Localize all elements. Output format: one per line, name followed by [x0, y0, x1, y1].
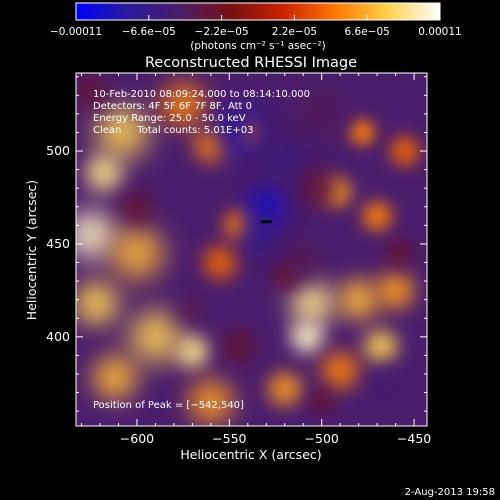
- heatmap-feature: [188, 379, 234, 425]
- heatmap-feature: [96, 106, 149, 159]
- x-axis-label: Heliocentric X (arcsec): [180, 447, 321, 462]
- heatmap-feature: [271, 264, 298, 291]
- axis-ticks: −600 −550 −500 −450 400 450 500: [46, 73, 431, 446]
- heatmap-feature: [92, 355, 137, 400]
- heatmap-feature: [175, 335, 210, 369]
- heatmap-feature: [76, 210, 115, 259]
- colorbar-tick-label: −6.6e−05: [122, 26, 176, 38]
- heatmap-feature: [362, 201, 392, 231]
- annotation-time-range: 10-Feb-2010 08:09:24.000 to 08:14:10.000: [93, 89, 310, 100]
- heatmap-feature: [177, 294, 208, 324]
- heatmap-feature: [111, 227, 163, 280]
- heatmap-feature: [203, 245, 237, 280]
- colorbar-tick-label: −0.00011: [50, 26, 102, 38]
- heatmap-feature: [238, 216, 276, 254]
- colorbar-tick-label: 0.00011: [418, 26, 461, 38]
- annotation-clean-counts: Clean Total counts: 5.01E+03: [93, 125, 253, 136]
- plot-frame: [75, 72, 428, 427]
- heatmap-feature: [129, 310, 182, 363]
- heatmap-feature: [290, 281, 335, 326]
- heatmap-feature: [76, 281, 119, 326]
- heatmap-feature: [349, 119, 376, 146]
- annotation-detectors: Detectors: 4F 5F 6F 7F 8F, Att 0: [93, 101, 252, 112]
- x-tick-label: −500: [305, 431, 339, 446]
- y-tick-label: 400: [46, 329, 70, 344]
- heatmap-feature: [321, 351, 359, 389]
- heatmap-feature: [266, 141, 304, 179]
- heatmap-feature: [308, 388, 335, 415]
- y-tick-label: 500: [46, 143, 70, 158]
- heatmap-feature: [160, 82, 206, 127]
- annotation-energy-range: Energy Range: 25.0 - 50.0 keV: [93, 113, 246, 124]
- colorbar: [75, 2, 441, 21]
- heatmap-feature: [290, 320, 324, 354]
- heatmap-feature: [390, 136, 420, 166]
- heatmap-feature: [214, 108, 263, 157]
- heatmap-feature: [384, 238, 415, 268]
- heatmap-feature: [299, 169, 337, 207]
- colorbar-tick-label: 6.6e−05: [345, 26, 390, 38]
- x-tick-label: −550: [212, 431, 246, 446]
- colorbar-tick-label: 2.2e−05: [272, 26, 317, 38]
- peak-marker: [260, 220, 272, 224]
- colorbar-tick-label: −2.2e−05: [195, 26, 249, 38]
- y-axis-label: Heliocentric Y (arcsec): [24, 180, 39, 320]
- heatmap-feature: [364, 329, 398, 363]
- heatmap-feature: [120, 190, 154, 224]
- heatmap-feature: [338, 279, 379, 320]
- annotation-block: 10-Feb-2010 08:09:24.000 to 08:14:10.000…: [93, 89, 310, 136]
- heatmap-feature: [299, 91, 344, 137]
- heatmap-feature: [377, 271, 415, 309]
- heatmap-image: [76, 74, 420, 425]
- heatmap-feature: [85, 154, 123, 192]
- chart-title: Reconstructed RHESSI Image: [145, 55, 357, 71]
- heatmap-feature: [221, 329, 256, 363]
- heatmap-feature: [369, 366, 403, 400]
- generation-date: 2-Aug-2013 19:58: [405, 487, 495, 498]
- colorbar-ticks: −0.00011 −6.6e−05 −2.2e−05 2.2e−05 6.6e−05 0.…: [50, 15, 462, 38]
- peak-position-label: Position of Peak = [−542,540]: [93, 400, 244, 411]
- x-tick-label: −450: [397, 431, 431, 446]
- heatmap-feature: [268, 372, 302, 406]
- heatmap-feature: [76, 74, 108, 109]
- y-tick-label: 450: [46, 236, 70, 251]
- x-tick-label: −600: [120, 431, 154, 446]
- colorbar-units: (photons cm⁻² s⁻¹ asec⁻²): [190, 40, 325, 52]
